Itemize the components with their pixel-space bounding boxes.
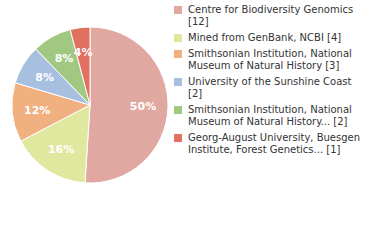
svg-text:8%: 8% bbox=[35, 71, 54, 84]
svg-text:8%: 8% bbox=[55, 52, 74, 65]
html-text:University of the Sunshine Coa: University of the Sunshine Coast [2] bbox=[188, 76, 352, 99]
html-text:Georg-August University, Buesg: Georg-August University, Buesgen Institu… bbox=[188, 132, 361, 155]
svg-text:16%: 16% bbox=[48, 143, 74, 156]
svg-text:50%: 50% bbox=[130, 100, 156, 113]
svg-text:4%: 4% bbox=[74, 46, 93, 59]
svg-text:12%: 12% bbox=[24, 104, 50, 117]
html-text:Centre for Biodiversity Genomi: Centre for Biodiversity Genomics [12] bbox=[188, 4, 354, 27]
html-text:Smithsonian Institution, Natio: Smithsonian Institution, National Museum… bbox=[188, 104, 352, 127]
html-text:Mined from GenBank, NCBI [4]: Mined from GenBank, NCBI [4] bbox=[188, 32, 342, 43]
html-text:Smithsonian Institution, Natio: Smithsonian Institution, National Museum… bbox=[188, 48, 352, 71]
